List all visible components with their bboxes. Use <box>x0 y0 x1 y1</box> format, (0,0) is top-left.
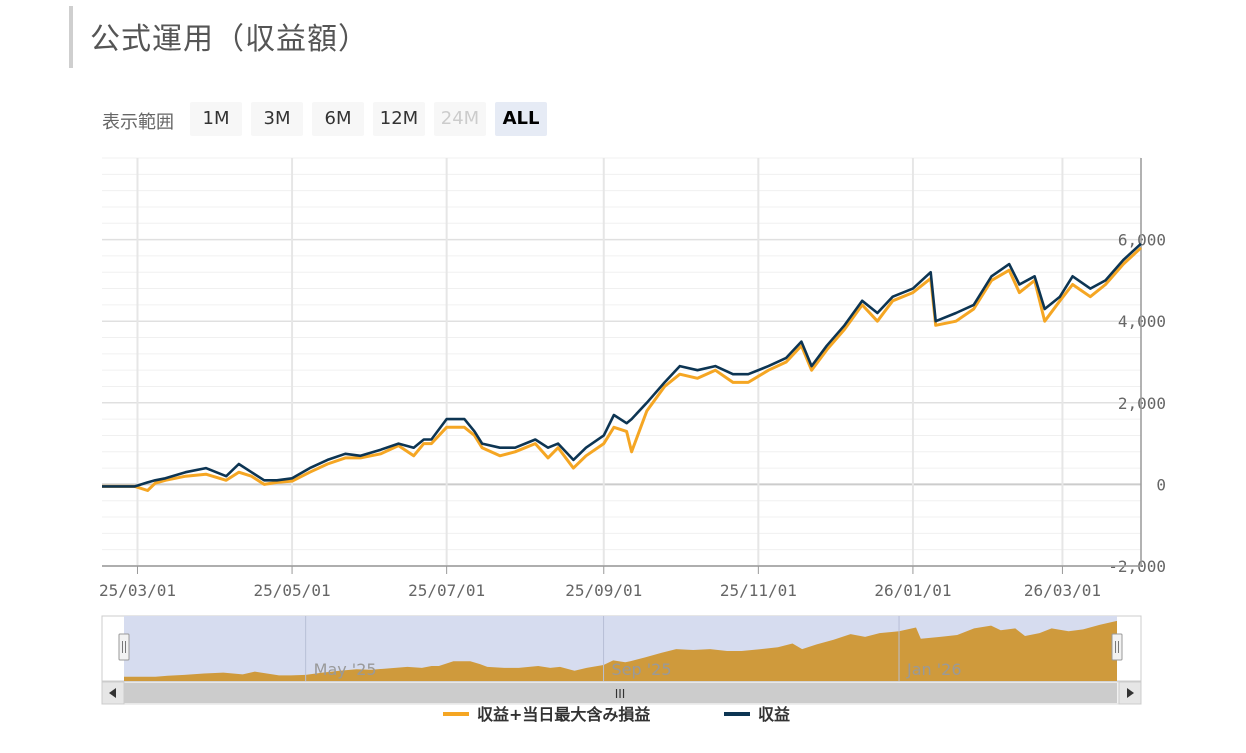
range-button-all[interactable]: ALL <box>495 102 547 136</box>
x-tick-label: 25/11/01 <box>720 581 797 600</box>
scrollbar-grip: III <box>615 687 626 701</box>
range-button-24m: 24M <box>434 102 486 136</box>
x-tick-label: 26/01/01 <box>874 581 951 600</box>
x-tick-label: 25/03/01 <box>99 581 176 600</box>
arrow-left-icon <box>109 688 116 698</box>
range-selector-label: 表示範囲 <box>102 112 174 133</box>
series-line-max-unrealized <box>102 246 1143 492</box>
range-button-12m[interactable]: 12M <box>373 102 425 136</box>
navigator-handle-right[interactable] <box>1111 633 1123 661</box>
arrow-right-icon <box>1127 688 1134 698</box>
navigator-area <box>124 620 1117 681</box>
title-accent-bar <box>69 6 73 68</box>
series-line-profit <box>102 242 1142 488</box>
page-title: 公式運用（収益額） <box>90 22 369 57</box>
navigator-handle-left[interactable] <box>118 633 130 661</box>
legend-item-label[interactable]: 収益+当日最大含み損益 <box>477 705 650 724</box>
x-tick-label: 25/07/01 <box>408 581 485 600</box>
scrollbar-thumb[interactable] <box>124 683 1117 703</box>
y-tick-label: 0 <box>1156 475 1166 494</box>
range-button-6m[interactable]: 6M <box>312 102 364 136</box>
y-tick-label: 4,000 <box>1118 312 1166 331</box>
legend-item-label[interactable]: 収益 <box>758 705 790 724</box>
y-tick-label: 2,000 <box>1118 394 1166 413</box>
x-tick-label: 25/09/01 <box>565 581 642 600</box>
range-button-3m[interactable]: 3M <box>251 102 303 136</box>
y-tick-label: 6,000 <box>1118 231 1166 250</box>
navigator-date-label: Jan '26 <box>906 660 962 679</box>
navigator-date-label: May '25 <box>314 660 377 679</box>
x-tick-label: 25/05/01 <box>254 581 331 600</box>
x-tick-label: 26/03/01 <box>1024 581 1101 600</box>
navigator-date-label: Sep '25 <box>612 660 672 679</box>
range-button-1m[interactable]: 1M <box>190 102 242 136</box>
